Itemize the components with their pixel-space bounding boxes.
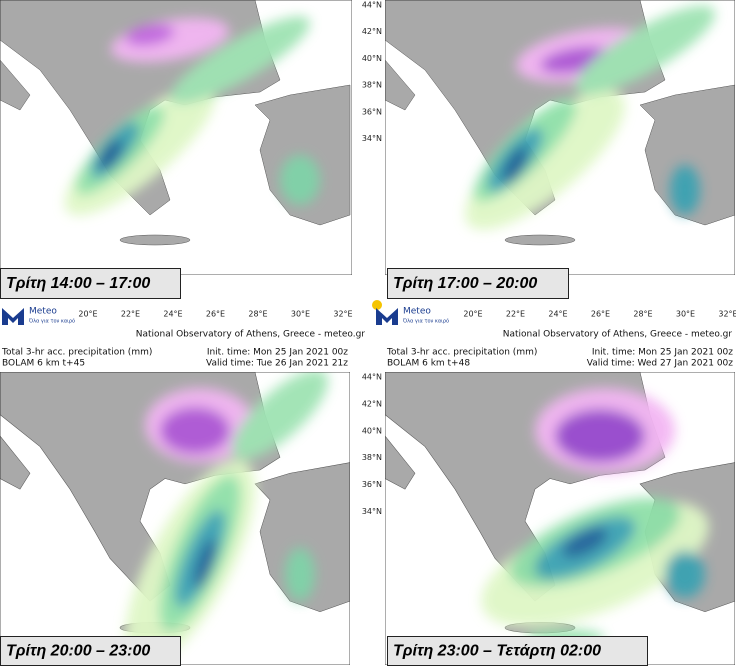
- lon-label: 32°E: [718, 310, 736, 319]
- logo-tagline: Όλα για τον καιρό: [402, 318, 449, 325]
- label-box: [387, 268, 569, 299]
- lon-label: 24°E: [548, 310, 567, 319]
- lat-label: 34°N: [362, 134, 382, 143]
- product: Total 3-hr acc. precipitation (mm): [386, 348, 537, 358]
- period-label: Τρίτη 20:00 – 23:00: [6, 643, 150, 660]
- precip-area: [97, 139, 123, 171]
- period-label: Τρίτη 23:00 – Τετάρτη 02:00: [393, 643, 601, 660]
- map: [0, 0, 352, 275]
- precipitation: [64, 16, 320, 216]
- lon-label: 26°E: [206, 310, 225, 319]
- logo-mark: [2, 308, 24, 325]
- logo-name: Meteo: [403, 307, 431, 317]
- period-label: Τρίτη 14:00 – 17:00: [6, 275, 150, 292]
- map: [385, 0, 735, 275]
- lat-label: 42°N: [362, 27, 382, 36]
- lat-label: 40°N: [362, 54, 382, 63]
- precip-area: [280, 155, 320, 205]
- lat-label: 44°N: [362, 373, 382, 382]
- model: BOLAM 6 km t+48: [387, 359, 470, 369]
- precipitation: [125, 372, 329, 665]
- precip-area: [561, 527, 609, 558]
- lat-label: 34°N: [362, 507, 382, 516]
- precip-area: [555, 409, 645, 463]
- lat-label: 38°N: [362, 453, 382, 462]
- source: National Observatory of Athens, Greece -…: [136, 330, 366, 340]
- label-box: [0, 636, 181, 666]
- lat-label: 42°N: [362, 399, 382, 408]
- island: [504, 234, 576, 246]
- lon-label: 20°E: [463, 310, 482, 319]
- lon-label: 28°E: [633, 310, 652, 319]
- lon-label: 32°E: [333, 310, 352, 319]
- lat-label: 44°N: [362, 1, 382, 10]
- land: [385, 59, 416, 111]
- lon-label: 30°E: [676, 310, 695, 319]
- precip-area: [193, 538, 217, 589]
- precip-area: [285, 547, 315, 602]
- precip-area: [125, 24, 175, 46]
- lon-label: 22°E: [506, 310, 525, 319]
- init-time: Init. time: Mon 25 Jan 2021 00z: [207, 348, 348, 358]
- lat-label: 36°N: [362, 480, 382, 489]
- land: [639, 84, 735, 226]
- map-content: [0, 372, 350, 665]
- source: National Observatory of Athens, Greece -…: [503, 330, 733, 340]
- map: [385, 372, 735, 665]
- lon-label: 28°E: [248, 310, 267, 319]
- land: [0, 59, 31, 111]
- map-content: [0, 0, 351, 246]
- precip-area: [465, 90, 625, 230]
- land: [0, 435, 31, 490]
- lon-label: 30°E: [291, 310, 310, 319]
- lon-label: 20°E: [78, 310, 97, 319]
- label-box: [387, 636, 648, 666]
- precip-area: [502, 147, 528, 183]
- product: Total 3-hr acc. precipitation (mm): [1, 348, 152, 358]
- valid-time: Valid time: Tue 26 Jan 2021 21z: [206, 359, 348, 369]
- land: [254, 84, 351, 226]
- lat-label: 36°N: [362, 107, 382, 116]
- model: BOLAM 6 km t+45: [2, 359, 85, 369]
- logo-dot: [372, 300, 382, 310]
- land: [254, 462, 350, 613]
- lat-label: 38°N: [362, 81, 382, 90]
- label-box: [0, 268, 181, 299]
- lon-label: 24°E: [163, 310, 182, 319]
- logo-name: Meteo: [29, 307, 57, 317]
- precip-area: [170, 16, 310, 104]
- lon-label: 22°E: [121, 310, 140, 319]
- lon-label: 26°E: [591, 310, 610, 319]
- lat-label: 40°N: [362, 426, 382, 435]
- precip-area: [665, 550, 705, 598]
- logo-mark: [376, 308, 398, 325]
- precip-area: [231, 372, 329, 460]
- land: [385, 435, 416, 490]
- map-content: [385, 0, 735, 246]
- precip-area: [160, 407, 230, 455]
- period-label: Τρίτη 17:00 – 20:00: [393, 275, 537, 292]
- island: [119, 234, 191, 246]
- map: [0, 372, 350, 665]
- precipitation: [465, 5, 716, 230]
- init-time: Init. time: Mon 25 Jan 2021 00z: [592, 348, 733, 358]
- valid-time: Valid time: Wed 27 Jan 2021 00z: [587, 359, 734, 369]
- precip-area: [670, 165, 700, 215]
- logo-tagline: Όλα για τον καιρό: [28, 318, 75, 325]
- precip-area: [574, 5, 716, 95]
